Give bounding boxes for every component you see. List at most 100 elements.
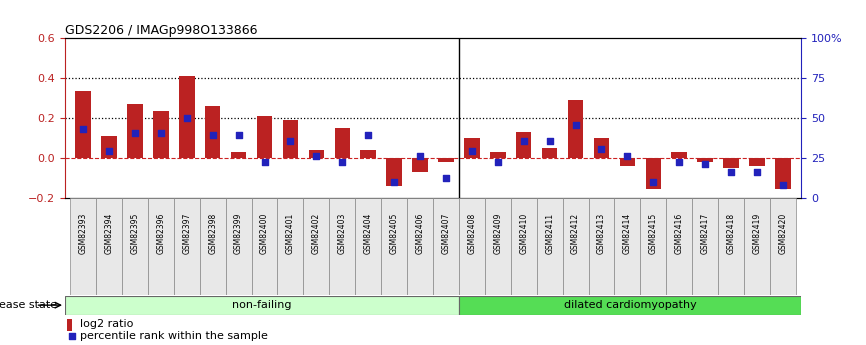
Text: GSM82398: GSM82398 [208,213,217,254]
Bar [303,198,329,295]
Bar [277,198,303,295]
Bar [205,106,221,158]
Bar [355,198,381,295]
Point [750,169,764,175]
Point [65,334,79,339]
Bar [407,198,433,295]
Point [776,182,790,187]
Bar [459,198,485,295]
Bar [381,198,407,295]
Bar [666,198,692,295]
Point [335,159,349,165]
Point [724,169,738,175]
Point [257,159,271,165]
Bar [96,198,122,295]
Bar [464,138,480,158]
Bar [282,120,298,158]
Point [620,153,634,159]
Bar [775,158,791,189]
Bar [563,198,589,295]
Text: GSM82405: GSM82405 [390,213,398,254]
Text: percentile rank within the sample: percentile rank within the sample [80,331,268,341]
Text: GDS2206 / IMAGp998O133866: GDS2206 / IMAGp998O133866 [65,24,257,37]
Text: log2 ratio: log2 ratio [80,319,133,329]
Point [283,139,297,144]
Point [76,126,90,131]
Bar [744,198,770,295]
Text: non-failing: non-failing [232,300,292,310]
Bar [459,296,801,315]
Text: GSM82403: GSM82403 [338,213,346,254]
Bar [697,158,713,162]
Bar [723,158,739,168]
Bar [179,76,195,158]
Text: GSM82396: GSM82396 [157,213,165,254]
Text: GSM82407: GSM82407 [442,213,450,254]
Bar [516,132,532,158]
Bar [619,158,635,166]
Bar [127,104,143,158]
Bar [200,198,226,295]
Point [543,139,557,144]
Text: GSM82402: GSM82402 [312,213,321,254]
Point [491,159,505,165]
Text: GSM82412: GSM82412 [571,213,580,254]
Point [595,147,609,152]
Bar [749,158,765,166]
Bar [148,198,174,295]
Point [698,161,712,167]
Text: dilated cardiomyopathy: dilated cardiomyopathy [564,300,696,310]
Bar [537,198,563,295]
Point [361,132,375,138]
Point [102,148,116,154]
Point [672,159,686,165]
Bar [308,150,324,158]
Bar [568,100,584,158]
Text: GSM82411: GSM82411 [545,213,554,254]
Text: GSM82397: GSM82397 [182,213,191,254]
Bar [433,198,459,295]
Bar [386,158,402,186]
Text: GSM82409: GSM82409 [494,213,502,254]
Point [309,153,323,159]
Text: disease state: disease state [0,300,61,310]
Bar [70,198,96,295]
Point [465,148,479,154]
Point [413,153,427,159]
Text: GSM82420: GSM82420 [779,213,787,254]
Bar [718,198,744,295]
Text: GSM82418: GSM82418 [727,213,735,254]
Text: GSM82416: GSM82416 [675,213,684,254]
Point [387,179,401,184]
Point [128,131,142,136]
Text: GSM82394: GSM82394 [105,213,113,254]
Text: GSM82410: GSM82410 [520,213,528,254]
Bar [334,128,350,158]
Bar [640,198,666,295]
Point [206,132,220,138]
Bar [65,296,459,315]
Bar [251,198,277,295]
Text: GSM82417: GSM82417 [701,213,709,254]
Bar [101,136,117,158]
Point [154,131,168,136]
Bar [438,158,454,162]
Bar [226,198,251,295]
Bar [67,319,73,331]
Point [646,179,660,184]
Bar [485,198,511,295]
Text: GSM82400: GSM82400 [260,213,269,254]
Point [569,122,583,128]
Bar [615,198,640,295]
Text: GSM82406: GSM82406 [416,213,424,254]
Bar [174,198,200,295]
Bar [412,158,428,172]
Text: GSM82413: GSM82413 [597,213,606,254]
Bar [75,91,91,158]
Text: GSM82399: GSM82399 [234,213,243,254]
Bar [153,111,169,158]
Bar [122,198,148,295]
Bar [770,198,796,295]
Bar [231,152,247,158]
Point [439,175,453,180]
